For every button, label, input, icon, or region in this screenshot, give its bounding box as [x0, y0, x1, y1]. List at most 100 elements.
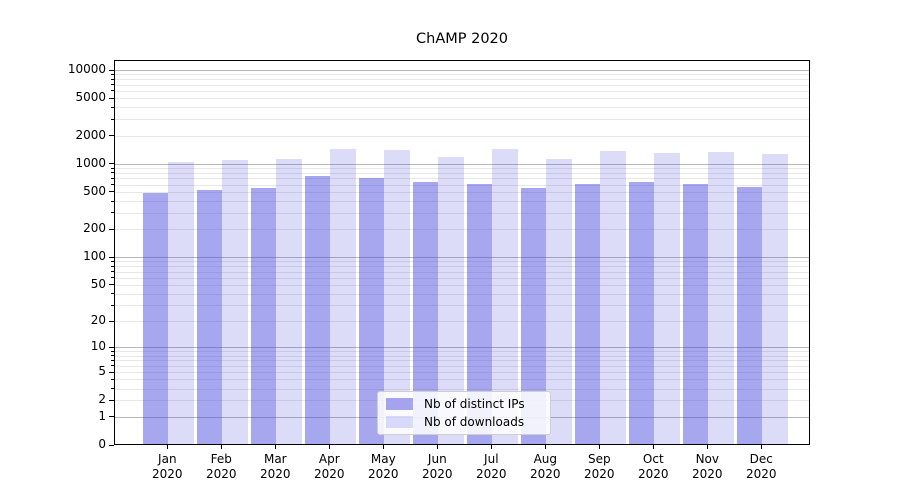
minor-gridline-6000: [115, 90, 809, 92]
y-minor-tick-90: [111, 260, 114, 262]
major-gridline-10: [115, 347, 809, 349]
y-minor-tick-9000: [111, 73, 114, 75]
minor-gridline-9000: [115, 74, 809, 76]
y-minor-tick-40: [111, 293, 114, 295]
y-tick-50: [109, 284, 114, 286]
x-tick-label-feb: Feb 2020: [206, 452, 237, 481]
bar-mar-distinct-ips: [250, 187, 277, 444]
minor-gridline-3000: [115, 119, 809, 121]
chart-title: ChAMP 2020: [416, 31, 508, 47]
x-tick-aug: [545, 445, 547, 449]
legend-item-distinct-ips: Nb of distinct IPs: [386, 397, 542, 411]
x-tick-jan: [167, 445, 169, 449]
legend-label-downloads: Nb of downloads: [424, 414, 525, 429]
x-tick-sep: [599, 445, 601, 449]
y-tick-label-2: 2: [98, 392, 106, 407]
y-tick-1000: [109, 163, 114, 165]
x-tick-label-mar: Mar 2020: [260, 452, 291, 481]
x-tick-label-oct: Oct 2020: [638, 452, 669, 481]
y-tick-label-0: 0: [98, 437, 106, 451]
bar-sep-downloads: [600, 151, 626, 444]
minor-gridline-4: [115, 379, 809, 381]
minor-gridline-50: [115, 284, 809, 286]
x-tick-mar: [275, 445, 277, 449]
x-tick-feb: [221, 445, 223, 449]
y-tick-200: [109, 228, 114, 230]
y-tick-10000: [109, 69, 114, 71]
y-minor-tick-80: [111, 265, 114, 267]
y-minor-tick-800: [111, 172, 114, 174]
y-tick-2000: [109, 135, 114, 137]
bar-jan-distinct-ips: [142, 192, 169, 444]
legend: Nb of distinct IPs Nb of downloads: [377, 391, 551, 435]
y-minor-tick-9: [111, 350, 114, 352]
x-tick-may: [383, 445, 385, 449]
major-gridline-1000: [115, 163, 809, 165]
minor-gridline-4000: [115, 107, 809, 109]
x-tick-oct: [653, 445, 655, 449]
y-minor-tick-6: [111, 365, 114, 367]
y-tick-label-50: 50: [90, 276, 106, 291]
legend-item-downloads: Nb of downloads: [386, 415, 542, 429]
minor-gridline-7000: [115, 84, 809, 86]
bar-dec-downloads: [762, 153, 788, 444]
x-tick-label-apr: Apr 2020: [314, 452, 345, 481]
y-tick-500: [109, 191, 114, 193]
minor-gridline-8: [115, 355, 809, 357]
legend-swatch-downloads: [386, 415, 413, 428]
x-tick-nov: [707, 445, 709, 449]
y-tick-1: [109, 416, 114, 418]
plot-area: Nb of distinct IPs Nb of downloads: [114, 60, 810, 445]
y-tick-label-100: 100: [83, 249, 106, 264]
y-minor-tick-60: [111, 277, 114, 279]
bar-apr-downloads: [330, 148, 356, 444]
bar-feb-downloads: [222, 160, 248, 444]
y-tick-5000: [109, 97, 114, 99]
y-tick-label-10: 10: [90, 339, 106, 354]
minor-gridline-30: [115, 305, 809, 307]
major-gridline-100: [115, 257, 809, 259]
x-tick-label-aug: Aug 2020: [530, 452, 561, 481]
y-minor-tick-300: [111, 212, 114, 214]
y-minor-tick-8: [111, 355, 114, 357]
bar-mar-downloads: [276, 159, 302, 444]
minor-gridline-6: [115, 365, 809, 367]
y-tick-20: [109, 320, 114, 322]
y-minor-tick-8000: [111, 78, 114, 80]
x-tick-dec: [761, 445, 763, 449]
minor-gridline-2000: [115, 135, 809, 137]
x-tick-label-sep: Sep 2020: [584, 452, 615, 481]
legend-label-distinct-ips: Nb of distinct IPs: [424, 397, 525, 412]
minor-gridline-5000: [115, 98, 809, 100]
y-tick-0: [109, 444, 114, 446]
minor-gridline-3: [115, 388, 809, 390]
bar-sep-distinct-ips: [574, 183, 601, 444]
y-tick-10: [109, 346, 114, 348]
major-gridline-10000: [115, 70, 809, 72]
bar-nov-distinct-ips: [682, 183, 709, 444]
minor-gridline-200: [115, 229, 809, 231]
minor-gridline-700: [115, 178, 809, 180]
y-minor-tick-4: [111, 378, 114, 380]
x-tick-label-dec: Dec 2020: [746, 452, 777, 481]
y-minor-tick-70: [111, 271, 114, 272]
minor-gridline-900: [115, 168, 809, 170]
y-minor-tick-7000: [111, 84, 114, 86]
y-minor-tick-4000: [111, 106, 114, 108]
bar-oct-downloads: [654, 152, 680, 444]
y-tick-label-5: 5: [98, 364, 106, 379]
y-tick-label-10000: 10000: [67, 62, 106, 77]
y-minor-tick-600: [111, 184, 114, 186]
minor-gridline-500: [115, 191, 809, 193]
y-tick-label-1000: 1000: [75, 155, 106, 170]
y-tick-2: [109, 399, 114, 401]
minor-gridline-80: [115, 266, 809, 268]
minor-gridline-300: [115, 212, 809, 214]
y-tick-label-5000: 5000: [75, 90, 106, 105]
y-minor-tick-3000: [111, 118, 114, 120]
minor-gridline-60: [115, 277, 809, 279]
minor-gridline-5: [115, 372, 809, 374]
minor-gridline-40: [115, 293, 809, 295]
bar-apr-distinct-ips: [304, 176, 331, 444]
